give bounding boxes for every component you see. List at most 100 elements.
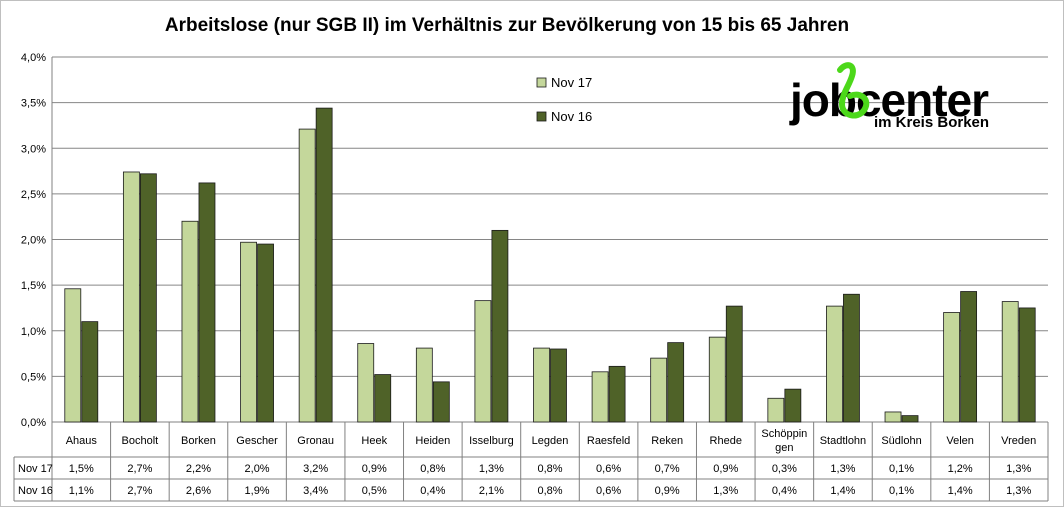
data-label: 0,8% [537, 463, 562, 475]
y-tick-label: 3,0% [21, 143, 46, 155]
bar-nov16 [843, 293, 860, 423]
data-label: 3,4% [303, 485, 328, 497]
bar-nov17 [826, 305, 843, 423]
bar-nov17 [240, 241, 257, 423]
logo-subtitle: im Kreis Borken [874, 114, 989, 131]
legend: Nov 17 Nov 16 [536, 75, 592, 124]
data-label: 2,1% [479, 485, 504, 497]
data-label: 0,7% [655, 463, 680, 475]
logo-wordmark: jobcenter [789, 74, 989, 126]
bar-nov16 [139, 173, 157, 423]
data-label: 0,4% [772, 485, 797, 497]
bar-nov17 [943, 312, 961, 423]
data-label: 1,4% [830, 485, 855, 497]
data-label: 1,3% [1006, 485, 1031, 497]
table-row-header: Nov 17 [18, 463, 53, 475]
y-tick-label: 1,5% [21, 280, 46, 292]
bar-nov17 [64, 288, 82, 423]
bar-nov16 [550, 348, 567, 423]
chart-title: Arbeitslose (nur SGB II) im Verhältnis z… [165, 15, 849, 36]
bar-nov16 [81, 321, 99, 423]
data-label: 3,2% [303, 463, 328, 475]
x-tick-label: Stadtlohn [820, 435, 866, 447]
data-label: 2,0% [245, 463, 270, 475]
data-label: 1,2% [948, 463, 973, 475]
bar-nov16 [491, 229, 509, 423]
bar-nov17 [415, 347, 433, 423]
legend-swatch [536, 111, 547, 122]
bar-nov17 [591, 371, 609, 423]
data-label: 1,9% [245, 485, 270, 497]
data-label: 0,1% [889, 485, 914, 497]
data-label: 0,8% [537, 485, 562, 497]
data-label: 2,7% [127, 485, 152, 497]
x-tick-label: Bocholt [122, 435, 159, 447]
data-label: 0,1% [889, 463, 914, 475]
data-label: 1,3% [713, 485, 738, 497]
y-tick-label: 2,5% [21, 189, 46, 201]
logo-accent-swoosh [837, 62, 870, 119]
y-tick-label: 3,5% [21, 98, 46, 110]
data-label: 1,3% [479, 463, 504, 475]
bar-nov16 [784, 388, 802, 423]
y-axis-tick-labels: 0,0% 0,5% 1,0% 1,5% 2,0% 2,5% 3,0% 3,5% 4,0% [21, 52, 46, 429]
data-label: 0,9% [713, 463, 738, 475]
legend-label: Nov 16 [551, 109, 592, 124]
bar-nov17 [357, 343, 375, 423]
data-label: 1,1% [69, 485, 94, 497]
bar-nov17 [708, 336, 726, 423]
bar-nov17 [298, 128, 316, 423]
bar-nov16 [667, 342, 685, 423]
x-tick-label: Ahaus [66, 435, 98, 447]
x-tick-label: Borken [181, 435, 216, 447]
x-tick-label: Gescher [236, 435, 278, 447]
bar-nov17 [884, 411, 902, 423]
x-tick-label: Heek [361, 435, 387, 447]
data-label: 0,6% [596, 485, 621, 497]
y-tick-label: 0,0% [21, 417, 46, 429]
bar-nov16 [608, 365, 626, 423]
x-tick-label: Velen [946, 435, 974, 447]
data-label: 0,8% [420, 463, 445, 475]
x-tick-label: Isselburg [469, 435, 514, 447]
data-label: 1,3% [1006, 463, 1031, 475]
table-row-header: Nov 16 [18, 485, 53, 497]
bar-nov16 [374, 374, 392, 423]
x-tick-label: Heiden [415, 435, 450, 447]
data-label: 2,7% [127, 463, 152, 475]
legend-swatch [536, 77, 547, 88]
data-label: 2,2% [186, 463, 211, 475]
data-label: 1,3% [830, 463, 855, 475]
data-label: 0,4% [420, 485, 445, 497]
bar-nov16 [432, 381, 450, 423]
x-tick-label: Reken [651, 435, 683, 447]
data-label: 0,6% [596, 463, 621, 475]
bar-nov17 [650, 357, 668, 423]
y-tick-label: 2,0% [21, 235, 46, 247]
bar-nov16 [960, 291, 978, 423]
bar-marks [64, 107, 1036, 423]
data-label: 0,5% [362, 485, 387, 497]
bar-nov17 [1001, 301, 1019, 423]
data-label: 0,9% [655, 485, 680, 497]
bar-nov17 [181, 220, 199, 423]
bar-nov16 [257, 243, 274, 423]
x-tick-label: Vreden [1001, 435, 1036, 447]
x-tick-label: Raesfeld [587, 435, 630, 447]
y-tick-label: 0,5% [21, 371, 46, 383]
y-tick-label: 4,0% [21, 52, 46, 64]
legend-label: Nov 17 [551, 75, 592, 90]
bar-nov16 [315, 107, 333, 423]
data-label: 0,9% [362, 463, 387, 475]
bar-nov16 [1018, 307, 1036, 423]
x-tick-label: Legden [532, 435, 569, 447]
x-tick-label: Rhede [710, 435, 742, 447]
data-label: 0,3% [772, 463, 797, 475]
x-tick-label: Gronau [297, 435, 334, 447]
data-table: Ahaus Bocholt Borken Gescher Gronau Heek Heide… [13, 422, 1049, 502]
data-label: 1,5% [69, 463, 94, 475]
x-tick-label: gen [775, 442, 793, 454]
x-tick-label: Südlohn [881, 435, 921, 447]
